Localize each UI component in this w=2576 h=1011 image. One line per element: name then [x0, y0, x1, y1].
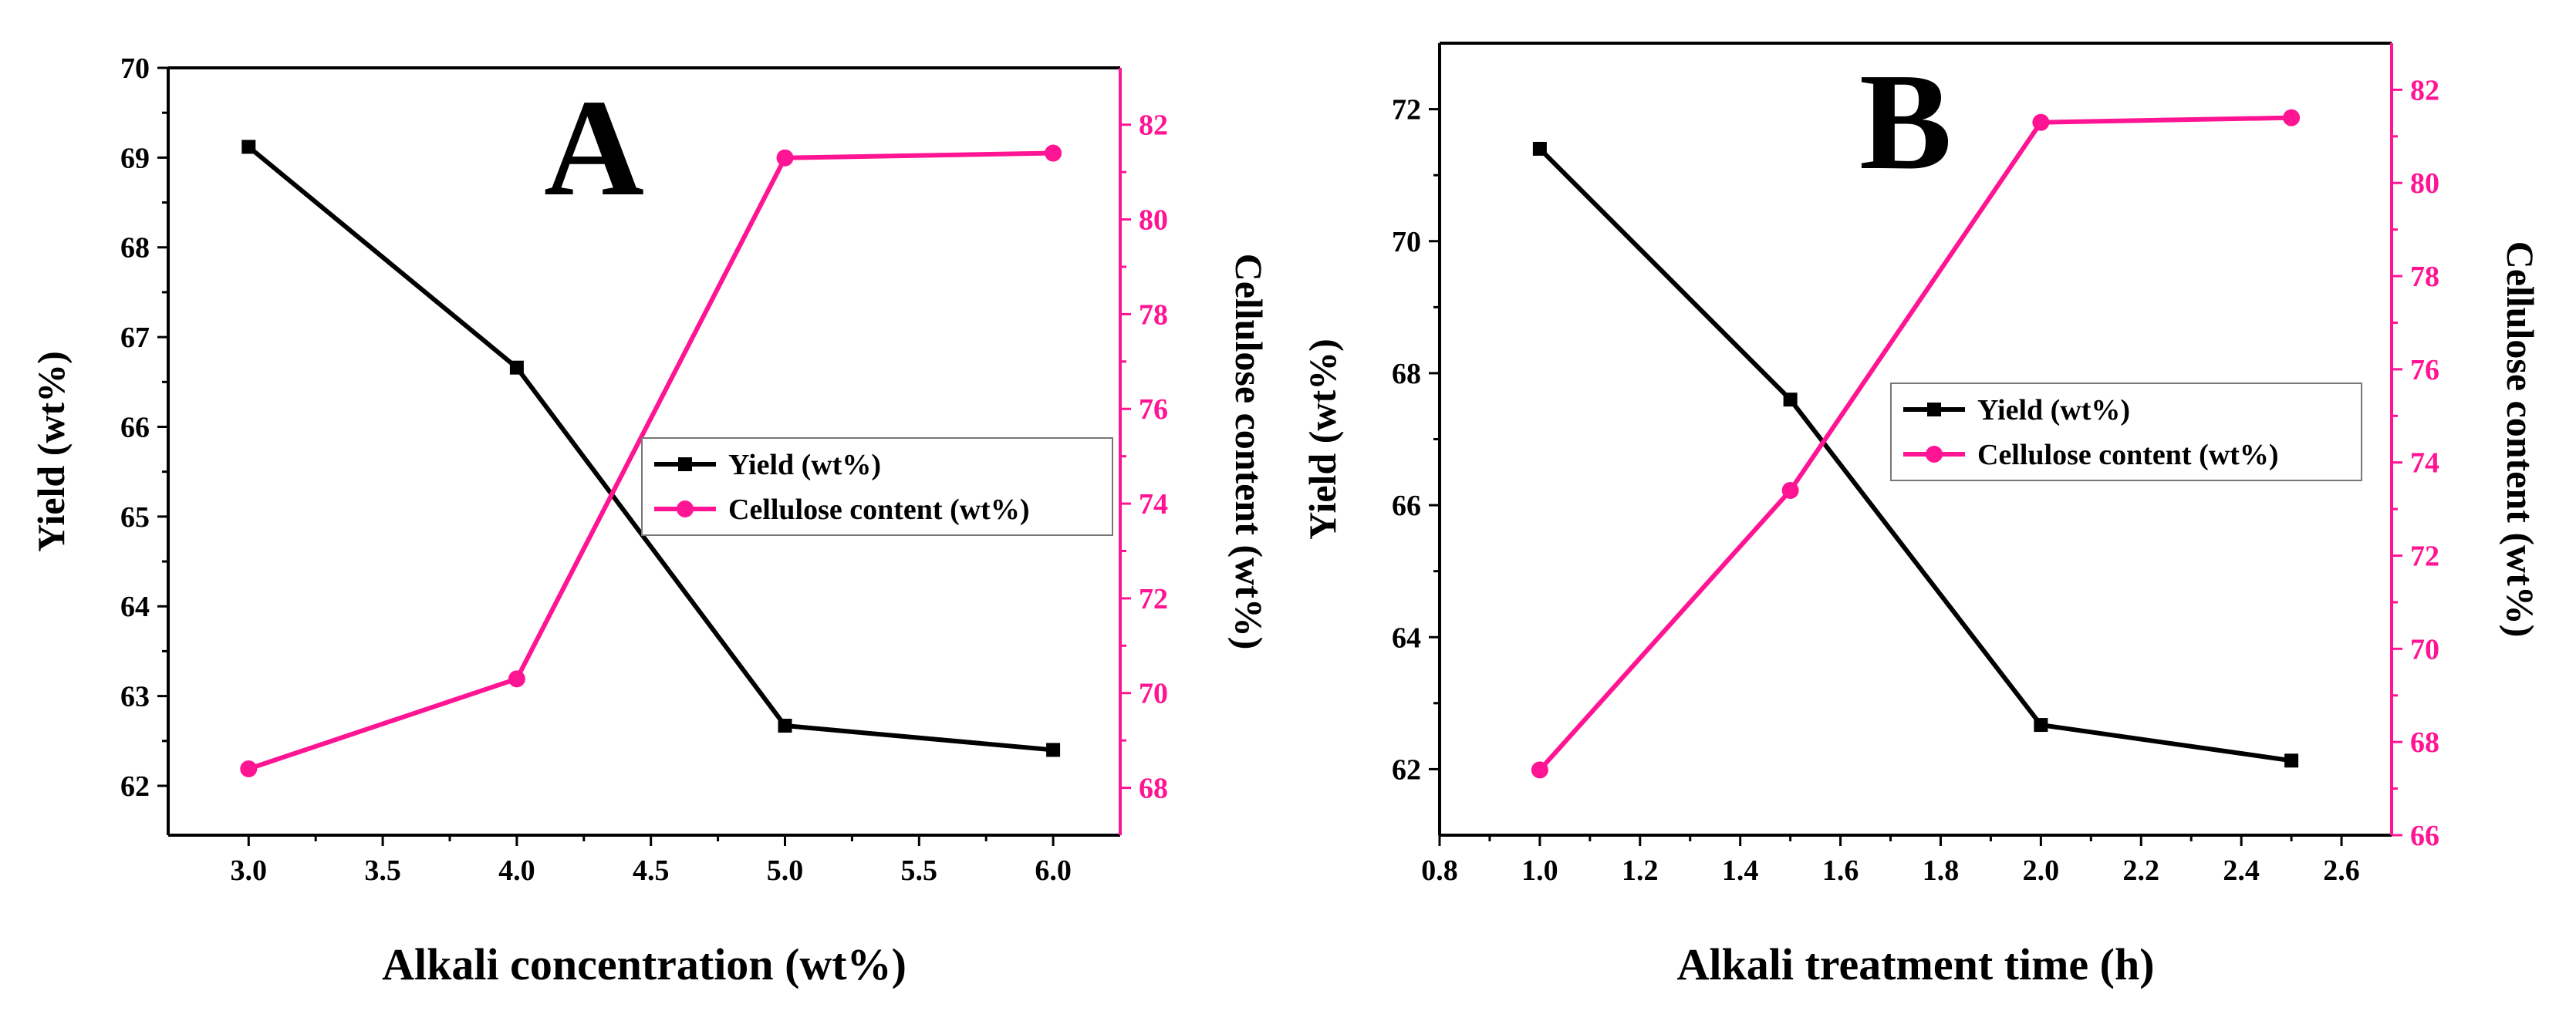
- legend-marker-square: [1927, 403, 1941, 416]
- x-tick-label: 2.4: [2223, 854, 2260, 887]
- y-right-tick-label: 66: [2410, 820, 2439, 852]
- y-tick-label: 64: [1392, 622, 1421, 654]
- y-right-tick-label: 82: [2410, 74, 2439, 106]
- panel-b: 0.8 1.0 1.2 1.4 1.6 1.8 2.0 2.2 2.4 2.6 62 64 66 68 70…: [1301, 42, 2542, 989]
- y-right-tick-label: 80: [1139, 204, 1168, 237]
- legend-label: Cellulose content (wt%): [1977, 439, 2278, 471]
- series-line-cellulose: [248, 150, 1054, 771]
- panel-label: A: [544, 71, 644, 224]
- x-tick-label: 3.5: [364, 854, 401, 887]
- y-tick-label: 66: [120, 411, 150, 443]
- legend-marker-circle: [677, 500, 694, 517]
- series-line-yield: [247, 145, 1054, 753]
- x-tick-label: 1.8: [1923, 854, 1960, 887]
- legend-label: Yield (wt%): [728, 449, 881, 481]
- x-tick-label: 2.0: [2023, 854, 2060, 887]
- x-tick-label: 4.5: [633, 854, 670, 887]
- y-right-tick-label: 72: [1139, 583, 1168, 615]
- legend-marker-circle: [1926, 446, 1943, 463]
- x-tick-label: 6.0: [1035, 854, 1072, 887]
- y-right-tick-label: 68: [1139, 773, 1168, 805]
- x-tick-label: 1.2: [1622, 854, 1659, 887]
- y-tick-label: 63: [120, 681, 150, 713]
- legend-label: Yield (wt%): [1977, 394, 2130, 426]
- data-point-yield: [1532, 141, 1547, 156]
- x-axis-title: Alkali concentration (wt%): [382, 939, 906, 989]
- y-tick-label: 69: [120, 142, 150, 174]
- data-point-cellulose: [240, 760, 258, 778]
- x-tick-label: 0.8: [1421, 854, 1458, 887]
- data-point-yield: [509, 360, 524, 375]
- y-right-tick-label: 76: [2410, 354, 2439, 386]
- x-tick-label: 1.0: [1521, 854, 1558, 887]
- y-tick-label: 70: [1392, 226, 1421, 258]
- data-point-yield: [2284, 753, 2299, 768]
- y-tick-label: 65: [120, 501, 150, 534]
- legend-box: [641, 437, 1113, 536]
- data-point-yield: [2034, 718, 2048, 733]
- y-axis-title: Yield (wt%): [29, 351, 73, 552]
- x-tick-label: 2.6: [2323, 854, 2360, 887]
- panel-label: B: [1859, 45, 1952, 198]
- y-tick-label: 66: [1392, 490, 1421, 522]
- y-right-axis-title: Cellulose content (wt%): [1227, 254, 1271, 650]
- y-right-tick-label: 82: [1139, 110, 1168, 142]
- x-axis-title: Alkali treatment time (h): [1676, 939, 2154, 989]
- y-right-tick-label: 78: [2410, 261, 2439, 293]
- legend-label: Cellulose content (wt%): [728, 494, 1029, 526]
- y-tick-label: 70: [120, 52, 150, 85]
- x-tick-label: 2.2: [2123, 854, 2160, 887]
- y-right-tick-label: 78: [1139, 298, 1168, 331]
- y-tick-label: 62: [1392, 753, 1421, 786]
- x-tick-label: 3.0: [231, 854, 268, 887]
- data-point-cellulose: [2283, 109, 2301, 126]
- data-point-cellulose: [1781, 481, 1799, 499]
- y-right-tick-label: 76: [1139, 393, 1168, 426]
- data-point-yield: [1046, 743, 1061, 757]
- data-point-cellulose: [1531, 761, 1548, 779]
- x-tick-label: 4.0: [498, 854, 535, 887]
- y-right-tick-label: 68: [2410, 726, 2439, 759]
- data-point-cellulose: [1045, 144, 1062, 162]
- y-right-tick-label: 72: [2410, 541, 2439, 573]
- legend-box: [1890, 382, 2362, 481]
- y-tick-label: 62: [120, 770, 150, 803]
- y-right-tick-label: 70: [1139, 678, 1168, 710]
- x-tick-label: 1.6: [1822, 854, 1859, 887]
- x-tick-label: 1.4: [1722, 854, 1759, 887]
- panel-a: 3.0 3.5 4.0 4.5 5.0 5.5 6.0 62 63 64 65 66 67 68 69 70 6…: [29, 52, 1271, 989]
- y-right-axis-title: Cellulose content (wt%): [2499, 241, 2542, 638]
- y-tick-label: 64: [120, 591, 150, 623]
- y-axis-title: Yield (wt%): [1301, 339, 1344, 540]
- y-tick-label: 67: [120, 322, 150, 354]
- y-tick-label: 68: [1392, 358, 1421, 390]
- series-line-yield: [1538, 147, 2292, 763]
- y-tick-label: 72: [1392, 94, 1421, 126]
- data-point-yield: [1783, 393, 1798, 407]
- y-tick-label: 68: [120, 232, 150, 265]
- y-right-tick-label: 80: [2410, 167, 2439, 200]
- data-point-cellulose: [508, 670, 525, 688]
- data-point-yield: [778, 719, 792, 733]
- x-tick-label: 5.5: [901, 854, 938, 887]
- y-right-tick-label: 70: [2410, 633, 2439, 666]
- data-point-cellulose: [2032, 113, 2050, 131]
- x-tick-label: 5.0: [767, 854, 804, 887]
- series-line-cellulose: [1538, 115, 2292, 772]
- y-right-tick-label: 74: [1139, 488, 1168, 521]
- data-point-yield: [241, 140, 256, 154]
- legend-marker-square: [678, 457, 692, 471]
- y-right-tick-label: 74: [2410, 447, 2439, 480]
- data-point-cellulose: [776, 149, 794, 167]
